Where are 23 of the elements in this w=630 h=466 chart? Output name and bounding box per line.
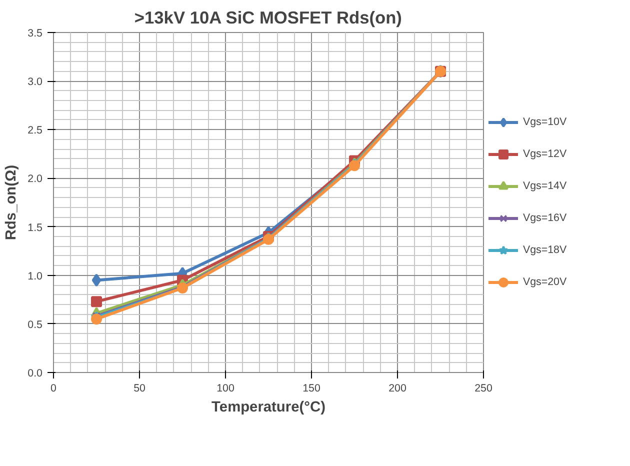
y-tick-label: 3.5	[28, 28, 43, 40]
x-tick-label: 0	[50, 382, 57, 394]
x-tick-label: 250	[474, 382, 492, 394]
legend-label: Vgs=20V	[523, 276, 568, 288]
y-tick-label: 1.5	[28, 222, 43, 234]
chart-title: >13kV 10A SiC MOSFET Rds(on)	[134, 8, 402, 28]
y-tick-label: 3.0	[28, 76, 43, 88]
y-tick-label: 1.0	[28, 270, 43, 282]
x-tick-label: 50	[134, 382, 146, 394]
x-axis-title: Temperature(°C)	[212, 400, 326, 416]
legend-label: Vgs=10V	[523, 116, 568, 128]
y-axis-title: Rds_on(Ω)	[4, 164, 20, 240]
y-tick-label: 0.5	[28, 318, 43, 331]
legend-label: Vgs=16V	[523, 212, 568, 224]
legend-label: Vgs=14V	[523, 180, 568, 192]
legend-label: Vgs=18V	[523, 244, 568, 256]
legend-label: Vgs=12V	[523, 148, 568, 160]
y-tick-label: 0.0	[28, 368, 43, 380]
y-tick-label: 2.0	[28, 173, 43, 186]
y-tick-label: 2.5	[28, 124, 43, 137]
x-tick-label: 200	[388, 382, 406, 394]
x-tick-label: 100	[216, 382, 234, 394]
x-tick-label: 150	[302, 382, 320, 394]
